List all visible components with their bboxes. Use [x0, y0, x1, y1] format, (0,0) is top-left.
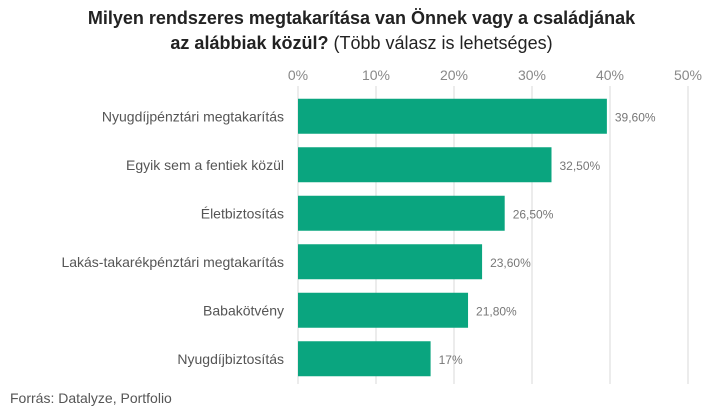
value-label: 21,80%	[476, 304, 517, 318]
source-note: Forrás: Datalyze, Portfolio	[10, 390, 172, 406]
x-tick-label: 20%	[440, 67, 468, 83]
bar	[298, 195, 505, 231]
category-label: Egyik sem a fentiek közül	[126, 157, 284, 173]
chart-subtitle: (Több válasz is lehetséges)	[328, 33, 553, 53]
value-label: 17%	[439, 353, 463, 367]
category-label: Nyugdíjbiztosítás	[177, 351, 284, 367]
bar	[298, 147, 552, 183]
x-tick-label: 10%	[362, 67, 390, 83]
category-label: Nyugdíjpénztári megtakarítás	[102, 108, 284, 124]
value-label: 26,50%	[513, 207, 554, 221]
chart-title-bold-2: az alábbiak közül?	[170, 33, 329, 53]
bar	[298, 98, 607, 134]
x-tick-label: 30%	[518, 67, 546, 83]
chart-title-line-1: Milyen rendszeres megtakarítása van Önne…	[0, 8, 723, 29]
value-label: 32,50%	[560, 159, 601, 173]
bar	[298, 244, 483, 280]
x-tick-label: 0%	[288, 67, 308, 83]
bar	[298, 292, 469, 328]
chart-title-line-2: az alábbiak közül? (Több válasz is lehet…	[0, 33, 723, 54]
chart-title-bold-1: Milyen rendszeres megtakarítása van Önne…	[87, 8, 636, 28]
grid-lines	[297, 86, 689, 384]
category-label: Lakás-takarékpénztári megtakarítás	[61, 254, 284, 270]
bar	[298, 341, 431, 377]
value-labels: 39,60% 32,50% 26,50% 23,60% 21,80% 17%	[439, 110, 656, 367]
x-tick-label: 50%	[674, 67, 702, 83]
bars	[298, 98, 607, 377]
x-axis-ticks: 0% 10% 20% 30% 40% 50%	[288, 67, 702, 83]
x-tick-label: 40%	[596, 67, 624, 83]
value-label: 39,60%	[615, 110, 656, 124]
category-label: Babakötvény	[203, 302, 284, 318]
category-label: Életbiztosítás	[201, 205, 284, 221]
category-labels: Nyugdíjpénztári megtakarítás Egyik sem a …	[61, 108, 284, 367]
value-label: 23,60%	[490, 256, 531, 270]
